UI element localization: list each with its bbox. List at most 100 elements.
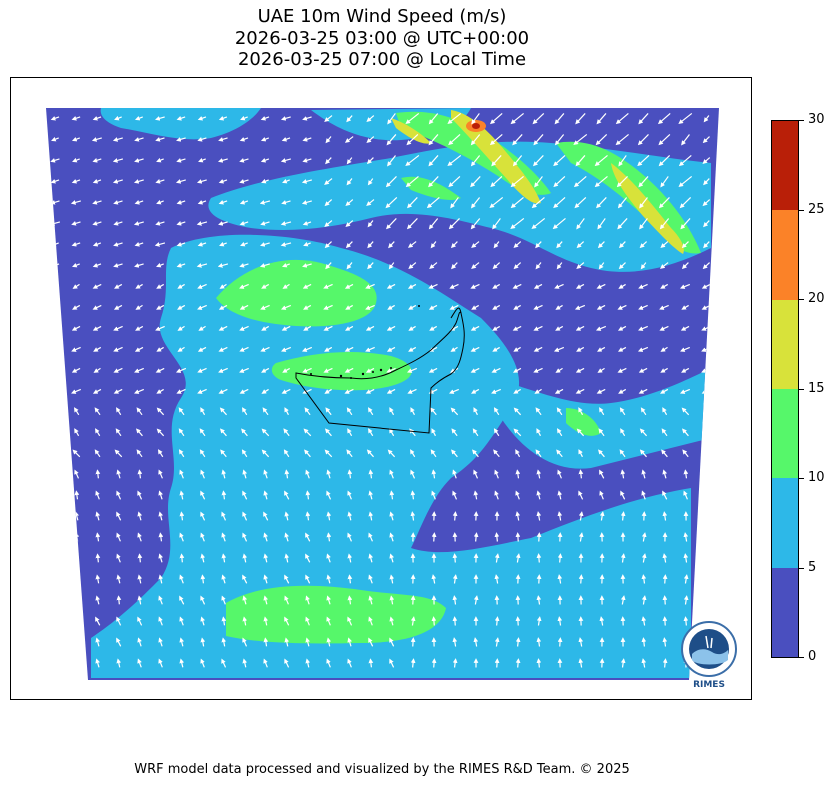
wind-arrow (368, 616, 373, 626)
wind-arrow (137, 532, 142, 542)
wind-arrow (641, 616, 647, 626)
wind-arrow (470, 367, 480, 373)
wind-arrow (429, 325, 438, 331)
wind-arrow (158, 616, 163, 626)
wind-arrow (113, 242, 123, 247)
wind-arrow (133, 221, 144, 226)
wind-arrow (407, 388, 417, 394)
wind-arrow (637, 155, 650, 167)
wind-arrow (95, 428, 101, 437)
wind-arrow (221, 637, 227, 647)
wind-arrow (200, 616, 205, 626)
colorbar-tick-label: 15 (808, 380, 825, 396)
wind-arrow (302, 158, 312, 163)
wind-arrow (281, 346, 292, 352)
wind-arrow (158, 490, 163, 500)
wind-arrow (344, 136, 354, 143)
wind-arrow (260, 304, 270, 310)
wind-arrow (366, 199, 375, 206)
wind-arrow (176, 242, 186, 247)
wind-arrow (492, 218, 501, 230)
wind-arrow (324, 241, 332, 249)
wind-arrow (200, 511, 206, 521)
wind-arrow (242, 616, 248, 626)
wind-arrow (305, 658, 311, 668)
wind-arrow (430, 449, 437, 458)
wind-arrow (554, 113, 565, 125)
wind-arrow (638, 367, 648, 373)
wind-arrow (680, 325, 690, 331)
wind-arrow (326, 490, 332, 500)
wind-arrow (512, 283, 522, 289)
wind-arrow (178, 407, 185, 416)
wind-arrow (389, 553, 394, 563)
wind-arrow (261, 178, 269, 184)
wind-arrow (197, 283, 207, 289)
wind-arrow (53, 637, 58, 647)
wind-arrow (578, 574, 584, 584)
wind-arrow (554, 134, 565, 146)
wind-arrow (179, 511, 185, 521)
wind-arrow (281, 200, 291, 205)
wind-arrow (659, 262, 669, 269)
wind-arrow (347, 428, 353, 437)
wind-arrow (578, 532, 584, 542)
colorbar-tick-label: 10 (808, 470, 825, 485)
wind-arrow (493, 407, 500, 416)
wind-arrow (510, 217, 525, 230)
wind-arrow (641, 574, 647, 584)
wind-arrow (158, 469, 163, 479)
wind-arrow (368, 428, 374, 437)
wind-arrow (515, 449, 521, 458)
wind-arrow (599, 616, 605, 626)
wind-arrow (407, 367, 418, 373)
wind-arrow (303, 304, 312, 310)
wind-arrow (74, 428, 80, 437)
wind-arrow (155, 325, 165, 331)
wind-arrow (494, 637, 500, 647)
wind-arrow (494, 490, 499, 500)
wind-arrow (197, 304, 207, 310)
wind-arrow (494, 616, 500, 626)
wind-arrow (116, 407, 122, 416)
wind-arrow (659, 304, 669, 310)
wind-arrow (92, 283, 102, 289)
colorbar-segment (772, 210, 798, 300)
wind-arrow (158, 637, 163, 647)
wind-arrow (114, 115, 122, 121)
wind-arrow (347, 469, 353, 479)
wind-arrow (489, 133, 503, 146)
wind-arrow (114, 283, 123, 289)
wind-arrow (470, 197, 481, 209)
colorbar-tick (799, 478, 804, 479)
wind-arrow (324, 388, 332, 394)
wind-arrow (326, 469, 331, 479)
wind-arrow (260, 115, 270, 121)
wind-arrow (619, 449, 626, 458)
wind-arrow (113, 367, 123, 373)
wind-arrow (302, 388, 312, 394)
wind-arrow (639, 197, 648, 209)
wind-arrow (431, 532, 437, 542)
wind-arrow (92, 304, 102, 310)
wind-arrow (175, 179, 186, 184)
wind-arrow (660, 367, 668, 373)
wind-arrow (386, 346, 396, 352)
wind-arrow (553, 346, 565, 352)
wind-arrow (428, 304, 438, 310)
wind-arrow (284, 595, 289, 605)
wind-arrow (176, 388, 186, 394)
wind-arrow (620, 469, 626, 479)
wind-arrow (93, 367, 101, 373)
wind-arrow (510, 175, 524, 188)
wind-arrow (641, 658, 647, 668)
wind-arrow (116, 595, 122, 605)
colorbar-segment (772, 121, 798, 211)
wind-arrow (116, 574, 122, 584)
wind-arrow (492, 262, 501, 270)
wind-arrow (640, 262, 647, 270)
wind-arrow (326, 511, 332, 521)
wind-arrow (536, 553, 542, 563)
wind-arrow (494, 553, 500, 563)
wind-arrow (94, 407, 101, 416)
